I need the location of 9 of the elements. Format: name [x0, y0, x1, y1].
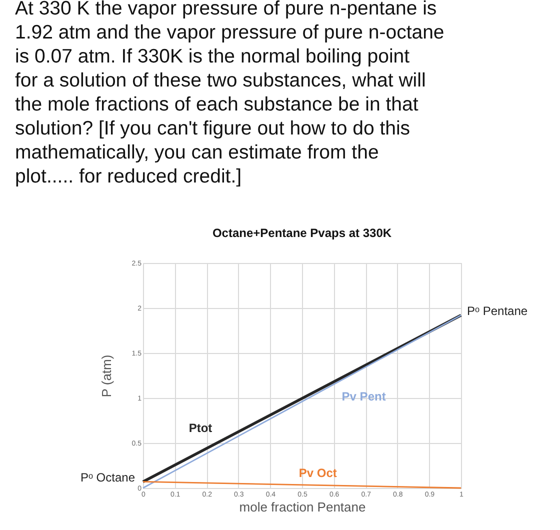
x-axis-title: mole fraction Pentane	[239, 500, 366, 514]
series-label: Pv Oct	[298, 466, 337, 480]
chart-title: At 330 K the vapor pressure of pure n-pentane is 1.92 atm and the vapor pressure of pure n-octane is 0.07 atm. If 330K is the normal boiling point for a solution of these two substances, what will the mole fractions of each substance be in that solution? [If you can't figure out how to do this mathematically, you can estimate from the plot..... for reduced credit.]	[15, 0, 444, 188]
series-label: Pv Pent	[342, 389, 386, 404]
chart-subtitle: Octane+Pentane Pvaps at 330K	[212, 226, 392, 240]
series-label: Ptot	[188, 421, 212, 436]
annotation: Pᵒ Octane	[80, 470, 136, 485]
y-axis-title: P (atm)	[98, 354, 114, 398]
annotation: Pᵒ Pentane	[467, 304, 528, 318]
